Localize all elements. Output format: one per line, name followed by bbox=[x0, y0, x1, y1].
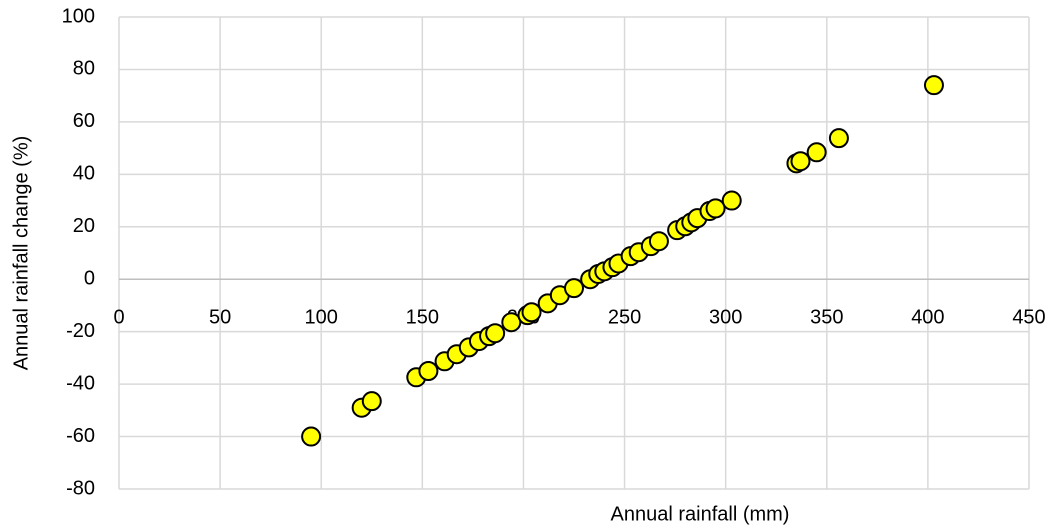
point bbox=[361, 391, 382, 412]
point bbox=[501, 312, 522, 333]
point bbox=[648, 231, 669, 252]
y-tick-label: -80 bbox=[66, 477, 95, 499]
y-tick-label: 20 bbox=[73, 215, 95, 237]
point bbox=[521, 302, 542, 323]
x-tick-label: 0 bbox=[113, 307, 124, 329]
y-tick-label: 100 bbox=[62, 5, 95, 27]
point bbox=[301, 426, 322, 447]
x-tick-label: 300 bbox=[709, 307, 742, 329]
y-tick-label: -20 bbox=[66, 320, 95, 342]
x-tick-label: 400 bbox=[911, 307, 944, 329]
x-tick-label: 350 bbox=[810, 307, 843, 329]
x-tick-label: 50 bbox=[209, 307, 231, 329]
point bbox=[790, 151, 811, 172]
point bbox=[564, 278, 584, 299]
point bbox=[485, 323, 506, 344]
x-tick-label: 100 bbox=[305, 307, 338, 329]
y-tick-label: 80 bbox=[73, 58, 95, 80]
point bbox=[705, 198, 726, 219]
y-tick-label: 40 bbox=[73, 163, 95, 185]
point bbox=[828, 128, 849, 149]
point bbox=[721, 190, 742, 211]
x-tick-label: 250 bbox=[608, 307, 641, 329]
y-axis-title: Annual rainfall change (%) bbox=[10, 136, 32, 371]
x-tick-label: 450 bbox=[1012, 307, 1045, 329]
x-axis-title: Annual rainfall (mm) bbox=[611, 503, 790, 525]
x-tick-label: 150 bbox=[406, 307, 439, 329]
y-tick-label: 0 bbox=[84, 268, 95, 290]
point bbox=[923, 75, 944, 96]
y-tick-label: -60 bbox=[66, 425, 95, 447]
y-tick-label: 60 bbox=[73, 110, 95, 132]
point bbox=[418, 361, 439, 381]
point bbox=[806, 142, 827, 163]
y-tick-label: -40 bbox=[66, 372, 95, 394]
